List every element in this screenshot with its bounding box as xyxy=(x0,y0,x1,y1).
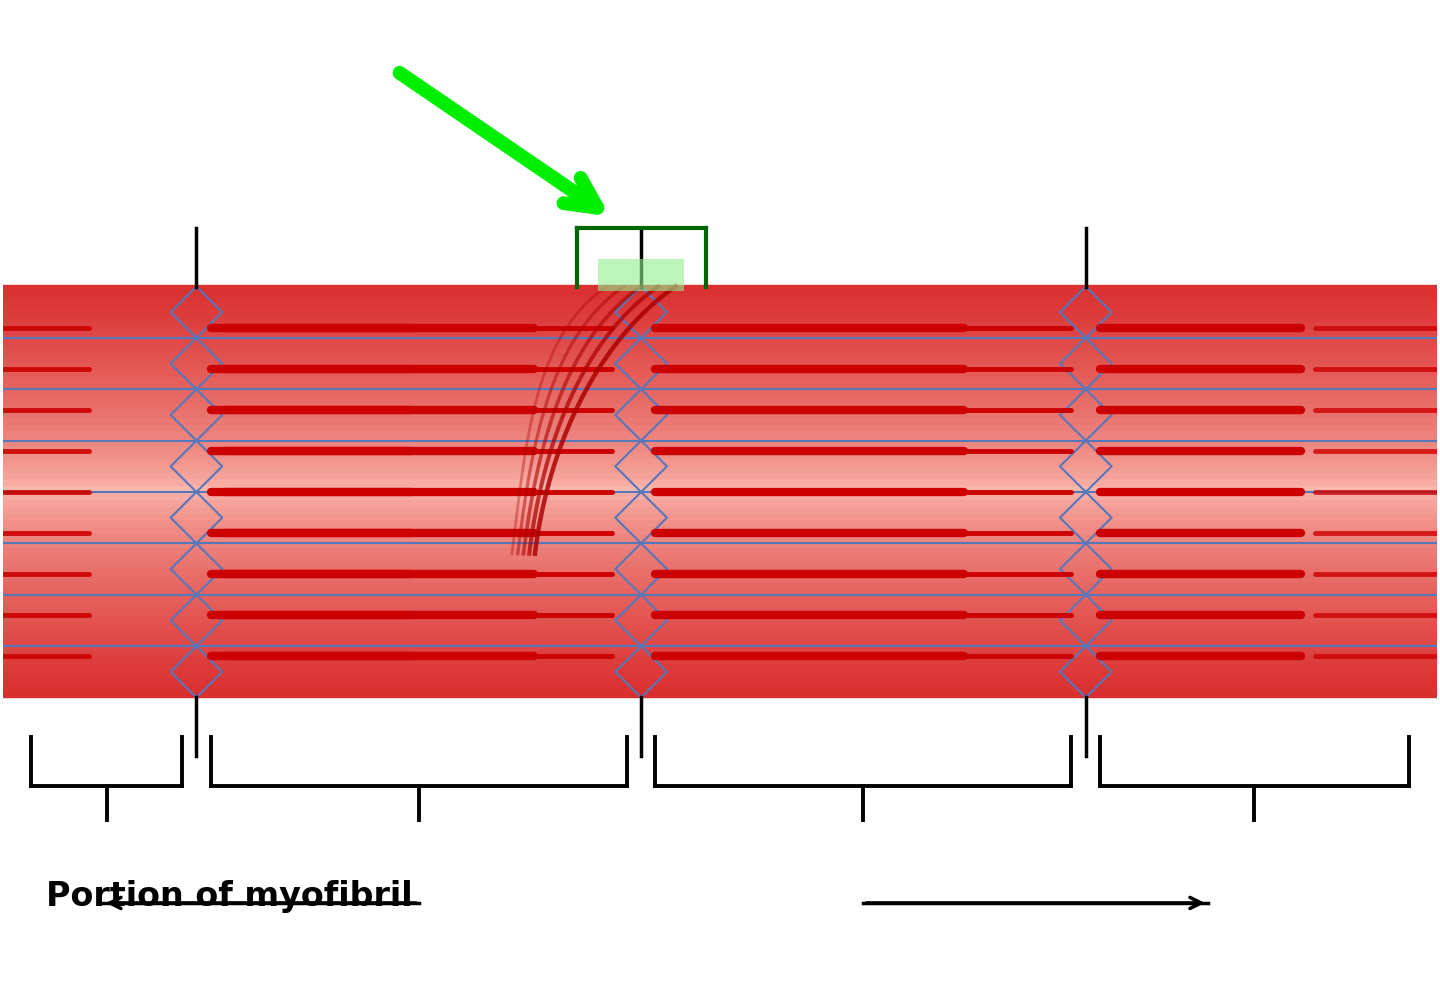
Bar xyxy=(3,291,1437,300)
Bar xyxy=(3,573,1437,581)
Bar xyxy=(3,552,1437,561)
Bar xyxy=(3,497,1437,506)
Bar xyxy=(3,634,1437,643)
Bar xyxy=(3,545,1437,554)
Bar xyxy=(3,442,1437,451)
Bar xyxy=(3,620,1437,629)
Bar xyxy=(3,647,1437,656)
Text: Portion of myofibril: Portion of myofibril xyxy=(46,880,412,913)
Bar xyxy=(3,360,1437,369)
Bar xyxy=(598,259,684,291)
Bar xyxy=(3,641,1437,649)
Bar xyxy=(3,579,1437,587)
Bar xyxy=(3,490,1437,499)
Bar xyxy=(3,689,1437,698)
Bar xyxy=(3,414,1437,423)
Bar xyxy=(3,668,1437,677)
Bar xyxy=(3,333,1437,341)
Bar xyxy=(3,284,1437,293)
Bar xyxy=(3,538,1437,547)
Bar xyxy=(3,524,1437,533)
Bar xyxy=(3,428,1437,437)
Bar xyxy=(3,469,1437,478)
Bar xyxy=(3,566,1437,575)
Bar xyxy=(3,627,1437,636)
Bar xyxy=(3,305,1437,314)
Bar xyxy=(3,456,1437,464)
Bar xyxy=(3,298,1437,307)
Bar xyxy=(3,661,1437,670)
Bar xyxy=(3,449,1437,458)
Bar xyxy=(3,312,1437,321)
Bar xyxy=(3,654,1437,663)
Bar xyxy=(3,374,1437,383)
Bar xyxy=(3,599,1437,608)
Bar xyxy=(3,388,1437,397)
Bar xyxy=(3,613,1437,622)
Bar xyxy=(3,435,1437,444)
Bar xyxy=(3,367,1437,376)
Bar xyxy=(3,504,1437,513)
Bar xyxy=(3,346,1437,355)
Bar xyxy=(3,483,1437,492)
Bar xyxy=(3,682,1437,691)
Bar xyxy=(3,476,1437,485)
Bar xyxy=(3,675,1437,684)
Bar xyxy=(3,518,1437,526)
Bar xyxy=(3,407,1437,416)
Bar xyxy=(3,606,1437,615)
Bar xyxy=(3,381,1437,390)
Bar xyxy=(3,401,1437,409)
Bar xyxy=(3,395,1437,403)
Bar xyxy=(3,462,1437,471)
Bar xyxy=(3,339,1437,348)
Bar xyxy=(3,326,1437,335)
Bar xyxy=(3,559,1437,568)
Bar xyxy=(3,592,1437,601)
Bar xyxy=(3,531,1437,540)
Bar xyxy=(3,585,1437,594)
Bar xyxy=(3,511,1437,520)
Bar xyxy=(3,421,1437,430)
Bar xyxy=(3,353,1437,362)
Bar xyxy=(3,319,1437,328)
